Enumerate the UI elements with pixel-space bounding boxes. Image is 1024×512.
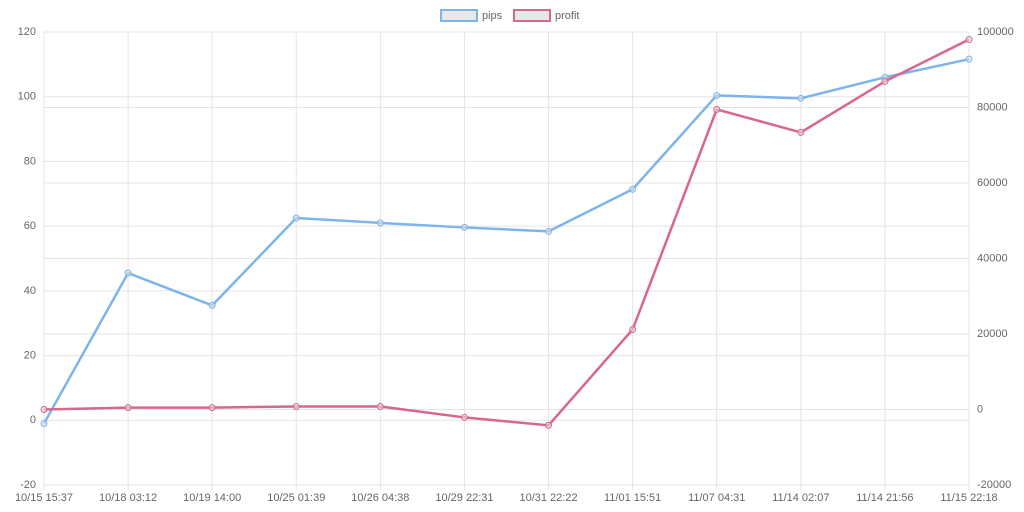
x-tick-label: 10/15 15:37 [15,492,73,504]
data-point [40,420,48,428]
data-point [881,77,889,85]
data-point [124,269,132,277]
y-tick-label: 100 [18,91,36,103]
y2-tick-label: 20000 [977,328,1008,340]
x-tick-label: 11/07 04:31 [688,492,745,504]
legend-swatch[interactable] [513,9,551,22]
x-tick-label: 10/18 03:12 [99,492,157,504]
legend-swatch[interactable] [440,9,478,22]
data-point [713,105,721,113]
data-point [460,223,468,231]
y2-tick-label: 40000 [977,252,1008,264]
data-point [376,219,384,227]
data-point [460,413,468,421]
y-tick-label: 20 [24,349,36,361]
data-point [797,128,805,136]
y2-tick-label: 0 [977,403,983,415]
data-point [208,404,216,412]
legend-label[interactable]: profit [555,10,579,22]
x-tick-label: 10/19 14:00 [183,492,241,504]
data-point [797,94,805,102]
x-tick-label: 10/31 22:22 [519,492,577,504]
data-point [629,185,637,193]
y2-tick-label: 100000 [977,26,1014,38]
data-point [40,406,48,413]
y-tick-label: 80 [24,155,36,167]
series-line [43,38,970,427]
data-point [545,227,553,235]
data-point [965,55,973,63]
y-tick-label: 40 [24,285,36,297]
x-tick-label: 10/25 01:39 [267,492,325,504]
x-tick-label: 11/01 15:51 [604,492,661,504]
y-tick-label: -20 [20,479,36,491]
data-point [292,214,300,222]
y-tick-label: 60 [24,220,36,232]
y2-tick-label: 60000 [977,177,1008,189]
y-tick-label: 120 [18,26,36,38]
legend-label[interactable]: pips [482,10,503,22]
x-tick-label: 11/14 02:07 [772,492,829,504]
x-tick-label: 11/14 21:56 [856,492,913,504]
y2-tick-label: 80000 [977,101,1008,113]
series-line [42,57,970,425]
data-point [965,36,973,44]
x-tick-label: 10/26 04:38 [351,492,409,504]
data-point [545,421,553,429]
data-point [208,301,216,309]
data-point [376,402,384,410]
x-tick-label: 10/29 22:31 [435,492,493,504]
data-point [124,404,132,412]
data-point [713,91,721,99]
x-tick-label: 11/15 22:18 [940,492,997,504]
y-tick-label: 0 [30,414,36,426]
data-point [292,402,300,410]
data-point [629,325,637,333]
y2-tick-label: -20000 [977,479,1011,491]
